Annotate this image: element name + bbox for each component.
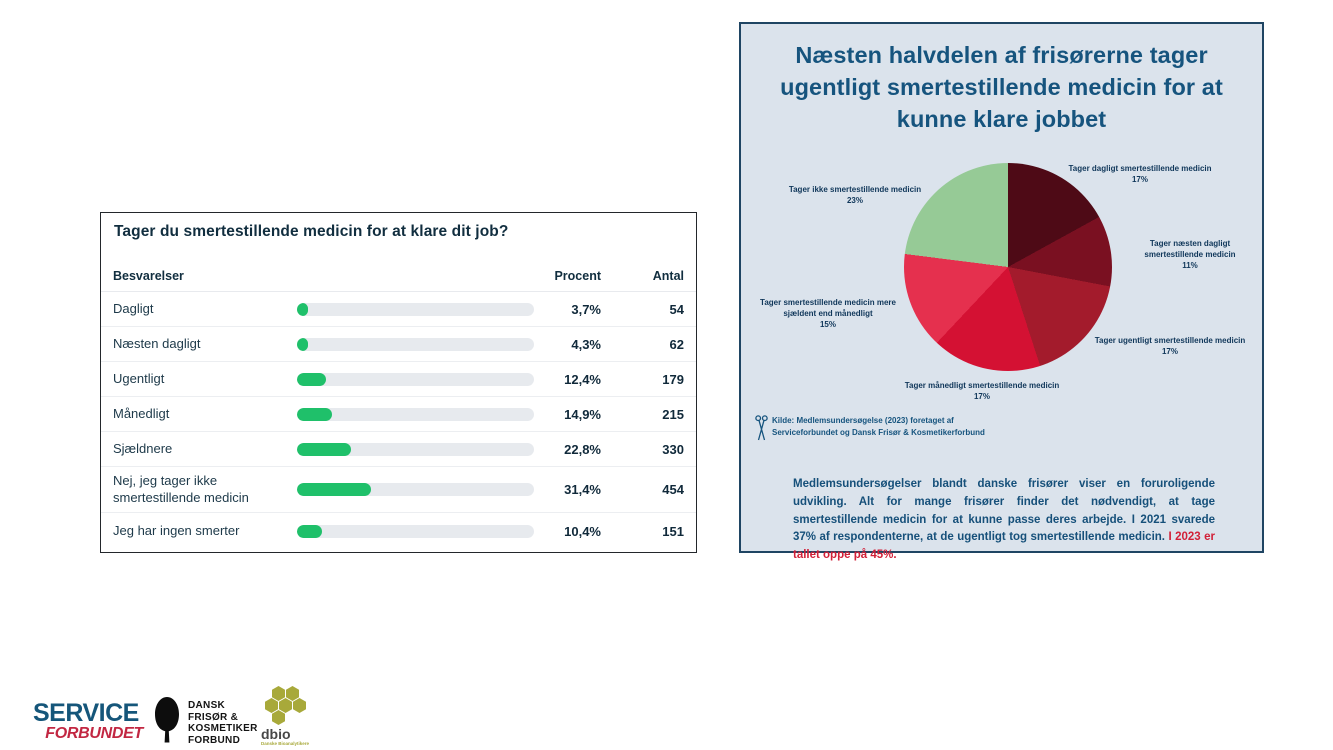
answer-bar-fill (297, 302, 308, 316)
table-body: Dagligt 3,7% 54 Næsten dagligt 4,3% 62 Ugentli… (101, 292, 696, 549)
answer-percent: 12,4% (564, 371, 601, 387)
answer-bar-fill (297, 483, 372, 496)
answer-label: Sjældnere (113, 440, 173, 456)
pie-slice-label: Tager månedligt smertestillende medicin 1… (899, 380, 1065, 402)
answer-label: Jeg har ingen smerter (113, 522, 240, 538)
dbio-logo: dbio Danske Bioanalytikere (261, 686, 321, 747)
dfkf-line-4: FORBUND (188, 734, 241, 746)
pie-label-text: Tager ikke smertestillende medicin (788, 185, 922, 194)
answer-label: Nej, jeg tager ikke smertestillende medi… (113, 473, 249, 505)
table-row: Jeg har ingen smerter 10,4% 151 (101, 513, 696, 549)
pie-label-text: Tager dagligt smertestillende medicin (1068, 164, 1212, 173)
service-forbundet-logo: SERVICE FORBUNDET (33, 699, 143, 743)
table-row: Sjældnere 22,8% 330 (101, 432, 696, 467)
header-bar-spacer (297, 269, 534, 283)
answer-percent: 10,4% (564, 523, 601, 539)
source-line-1: Kilde: Medlemsundersøgelse (2023) foreta… (772, 416, 954, 425)
table-row: Næsten dagligt 4,3% 62 (101, 327, 696, 362)
answer-bar-fill (297, 337, 308, 351)
pie-chart (904, 163, 1112, 371)
answer-bar-track (297, 302, 534, 316)
answer-count: 179 (662, 371, 684, 387)
pie-slice-label: Tager smertestillende medicin mere sjæld… (743, 297, 913, 331)
pie-label-text: Tager næsten dagligt smertestillende med… (1144, 239, 1236, 260)
survey-table-card: Tager du smertestillende medicin for at … (100, 212, 697, 553)
answer-count: 330 (662, 441, 684, 457)
pie-label-percent: 15% (819, 320, 836, 330)
answer-count: 62 (669, 336, 684, 352)
answer-percent: 3,7% (571, 301, 601, 317)
infographic-footer-paragraph: Medlemsundersøgelser blandt danske frisø… (793, 476, 1215, 565)
pie-label-percent: 17% (1161, 347, 1178, 357)
answer-count: 454 (662, 482, 684, 497)
pie-label-percent: 17% (1131, 175, 1148, 185)
answer-label: Ugentligt (113, 370, 165, 386)
answer-percent: 4,3% (571, 336, 601, 352)
answer-label: Næsten dagligt (113, 335, 201, 351)
answer-count: 215 (662, 406, 684, 422)
answer-bar-track (297, 337, 534, 351)
header-besvarelser: Besvarelser (113, 269, 184, 283)
dbio-name-text: dbio (261, 726, 291, 742)
answer-bar-track (297, 483, 534, 496)
forbundet-logo-text: FORBUNDET (45, 725, 143, 742)
pie-label-percent: 17% (973, 392, 990, 402)
pie-label-percent: 11% (1182, 261, 1198, 271)
source-line-2: Serviceforbundet og Dansk Frisør & Kosme… (772, 427, 985, 437)
source-note: Kilde: Medlemsundersøgelse (2023) foreta… (755, 415, 985, 442)
answer-bar-track (297, 407, 534, 421)
mirror-icon (155, 697, 179, 743)
infographic-card: Næsten halvdelen af frisørerne tager uge… (739, 22, 1265, 561)
answer-percent: 22,8% (564, 441, 601, 457)
answer-label: Dagligt (113, 300, 154, 316)
pie-label-text: Tager smertestillende medicin mere sjæld… (760, 298, 896, 319)
dbio-subtitle-text: Danske Bioanalytikere (261, 741, 310, 746)
answer-label: Månedligt (113, 405, 170, 421)
answer-count: 54 (669, 301, 684, 317)
answer-percent: 14,9% (564, 406, 601, 422)
answer-bar-fill (297, 442, 352, 456)
dbio-hexagons-icon (261, 686, 311, 726)
pie-label-text: Tager ugentligt smertestillende medicin (1094, 336, 1246, 345)
source-text: Kilde: Medlemsundersøgelse (2023) foreta… (772, 415, 985, 438)
pie-slice-label: Tager ikke smertestillende medicin 23% (765, 184, 945, 206)
pie-label-text: Tager månedligt smertestillende medicin (904, 381, 1060, 390)
answer-bar-track (297, 442, 534, 456)
table-row: Ugentligt 12,4% 179 (101, 362, 696, 397)
answer-bar-fill (297, 524, 322, 538)
answer-bar-track (297, 372, 534, 386)
dfkf-logo-text: DANSK FRISØR & KOSMETIKER FORBUND (188, 697, 258, 746)
table-row: Månedligt 14,9% 215 (101, 397, 696, 432)
pie-slice-label: Tager ugentligt smertestillende medicin 1… (1075, 335, 1265, 357)
dfkf-line-3: KOSMETIKER (188, 723, 258, 734)
header-antal: Antal (652, 269, 684, 283)
infographic-title: Næsten halvdelen af frisørerne tager uge… (780, 42, 1223, 132)
scissors-icon (755, 415, 768, 441)
table-row: Dagligt 3,7% 54 (101, 292, 696, 327)
survey-question-title: Tager du smertestillende medicin for at … (114, 223, 509, 240)
dfkf-line-2: FRISØR & (188, 711, 239, 723)
pie-slice-label: Tager dagligt smertestillende medicin 17% (1047, 163, 1233, 185)
service-logo-text: SERVICE (33, 699, 139, 727)
footer-highlight-red: I 2023 er tallet oppe på 45%. (793, 531, 1215, 562)
answer-bar-track (297, 524, 534, 538)
answer-percent: 31,4% (564, 482, 601, 497)
pie-label-percent: 23% (846, 196, 863, 206)
dfkf-line-1: DANSK (188, 700, 226, 711)
table-row: Nej, jeg tager ikke smertestillende medi… (101, 467, 696, 513)
answer-count: 151 (662, 523, 684, 539)
answer-bar-fill (297, 372, 327, 386)
header-procent: Procent (554, 269, 601, 283)
answer-bar-fill (297, 407, 333, 421)
footer-text: Medlemsundersøgelser blandt danske frisø… (793, 478, 1215, 544)
table-header-row: Besvarelser Procent Antal (101, 269, 696, 292)
pie-slice-label: Tager næsten dagligt smertestillende med… (1130, 238, 1250, 272)
dansk-frisor-kosmetiker-forbund-logo: DANSK FRISØR & KOSMETIKER FORBUND (155, 697, 258, 746)
